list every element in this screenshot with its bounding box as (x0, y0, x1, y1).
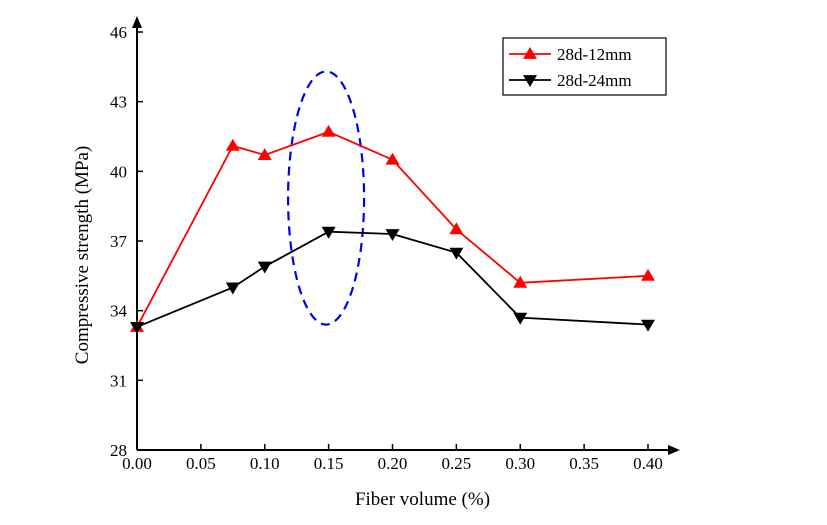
data-point (449, 222, 464, 235)
legend-label: 28d-24mm (557, 71, 632, 90)
x-tick-label: 0.05 (186, 454, 216, 473)
y-tick-label: 28 (110, 441, 127, 460)
legend-marker (523, 75, 537, 87)
legend-label: 28d-12mm (557, 45, 632, 64)
annotation-layer (286, 70, 366, 326)
data-point (321, 226, 336, 239)
y-axis-title: Compressive strength (MPa) (72, 146, 93, 364)
y-tick-label: 31 (110, 371, 127, 390)
legend-marker (523, 47, 537, 59)
x-tick-label: 0.35 (569, 454, 599, 473)
data-point (225, 282, 240, 295)
data-point (641, 319, 655, 332)
series-layer (130, 124, 655, 334)
data-point (385, 229, 400, 242)
x-tick-label: 0.40 (633, 454, 663, 473)
axes (132, 16, 680, 455)
y-tick-label: 46 (110, 23, 127, 42)
ticks: 0.00 0.05 0.10 0.15 0.20 0.25 0.30 0.35 0.40 28 31… (110, 23, 663, 473)
series-line (136, 130, 649, 328)
legend: 28d-12mm 28d-24mm (502, 37, 667, 96)
data-point (449, 247, 464, 260)
data-point (321, 124, 336, 137)
x-axis-title: Fiber volume (%) (355, 489, 490, 510)
y-tick-label: 37 (110, 232, 128, 251)
data-point (225, 138, 240, 151)
legend-item: 28d-24mm (509, 71, 632, 90)
data-point (513, 275, 528, 288)
data-point (513, 312, 528, 325)
y-axis-arrow (132, 16, 142, 28)
x-tick-label: 0.10 (250, 454, 280, 473)
series-28d-12mm (130, 124, 655, 332)
data-point (641, 268, 655, 281)
x-tick-label: 0.25 (442, 454, 472, 473)
data-point (257, 261, 272, 274)
y-tick-label: 40 (110, 162, 127, 181)
x-axis-arrow (668, 445, 680, 455)
x-tick-label: 0.30 (505, 454, 535, 473)
x-tick-label: 0.20 (378, 454, 408, 473)
y-tick-label: 34 (110, 302, 128, 321)
data-point (385, 152, 400, 165)
dashed-ellipse-annotation (286, 70, 366, 326)
y-tick-label: 43 (110, 93, 127, 112)
x-tick-label: 0.00 (122, 454, 152, 473)
legend-item: 28d-12mm (509, 45, 632, 64)
series-28d-24mm (130, 226, 655, 334)
x-tick-label: 0.15 (314, 454, 344, 473)
data-point (130, 322, 144, 334)
data-point (257, 148, 272, 160)
